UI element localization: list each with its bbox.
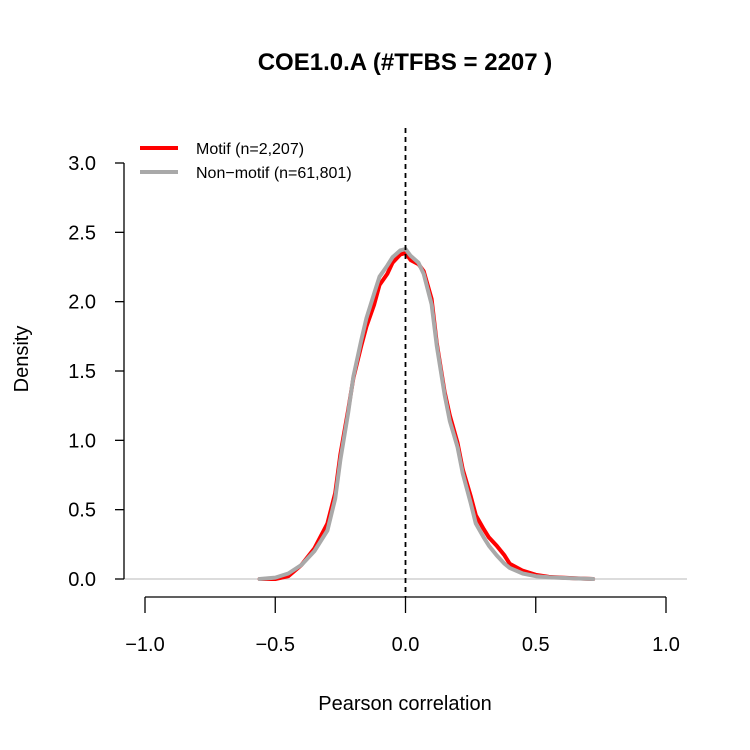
legend: Motif (n=2,207) Non−motif (n=61,801) [140, 141, 352, 182]
x-tick-label: −0.5 [256, 634, 295, 656]
plot-area: 0.0 0.5 1.0 1.5 2.0 2.5 3.0 −1.0 −0.5 0.0 0.5 1.0 [68, 128, 687, 656]
motif-density-line [257, 251, 596, 581]
x-tick-label: 0.0 [392, 634, 420, 656]
x-tick-label: 1.0 [652, 634, 680, 656]
legend-label: Non−motif (n=61,801) [196, 165, 352, 182]
legend-label: Motif (n=2,207) [196, 141, 304, 158]
y-axis-label: Density [11, 326, 33, 393]
y-tick-label: 2.0 [68, 292, 96, 314]
y-tick-label: 0.5 [68, 500, 96, 522]
y-tick-label: 0.0 [68, 569, 96, 591]
non-motif-density-line [257, 247, 596, 581]
x-tick-label: −1.0 [125, 634, 164, 656]
x-axis-label: Pearson correlation [318, 693, 491, 715]
y-tick-label: 1.0 [68, 430, 96, 452]
chart-title: COE1.0.A (#TFBS = 2207 ) [258, 49, 553, 76]
y-tick-label: 2.5 [68, 222, 96, 244]
y-tick-label: 1.5 [68, 361, 96, 383]
x-tick-label: 0.5 [522, 634, 550, 656]
y-tick-label: 3.0 [68, 153, 96, 175]
